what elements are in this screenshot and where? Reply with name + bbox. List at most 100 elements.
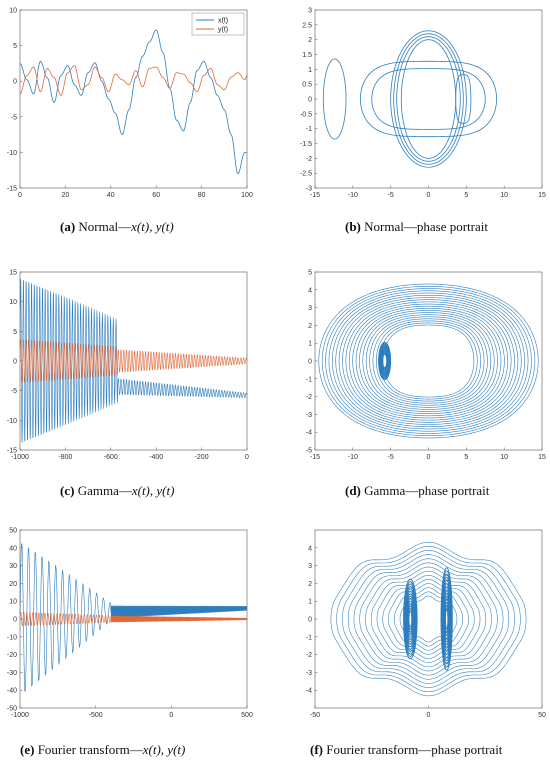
chart-b: -15 -10 -5 0 5 10 15 -3 -2.5 -2 -1.5 -1 -0.5 0 0.5 1 1.5… [300,8,546,200]
orbit-curve [353,558,504,680]
y-tick-label: 20 [9,581,17,588]
y-tick-label: -2 [306,652,312,659]
chart-a: 0 20 40 60 80 100 -15 -10 -5 0 5 10 x(t) y(t) [7,8,253,200]
orbit-curve [348,303,509,419]
orbit-curve [332,292,525,430]
x-tick-label: 0 [245,454,249,461]
y-tick-label: 1 [308,599,312,606]
y-tick-label: 1 [308,67,312,74]
y-tick-label: 2 [308,323,312,330]
orbit-curve [455,74,472,124]
y-tick-label: -4 [306,688,312,695]
y-tick-label: -0.5 [300,111,312,118]
x-tick-label: 5 [464,454,468,461]
y-tick-label: 2 [308,37,312,44]
axes-frame-a [19,9,248,189]
x-tick-label: 0 [427,712,431,719]
orbit-curve [376,574,481,664]
axes-frame-f [314,529,543,709]
y-tick-label: -2 [306,156,312,163]
y-tick-label: -15 [7,186,17,193]
x-tick-label: -10 [348,454,358,461]
y-tick-label: -10 [7,634,17,641]
x-tick-label: -15 [310,192,320,199]
y-tick-label: 0 [308,617,312,624]
y-tick-label: 3 [308,563,312,570]
spiral-curve [445,608,449,630]
y-tick-label: 30 [9,563,17,570]
caption-b: (b) Normal—phase portrait [345,219,488,234]
x-tick-label: -800 [58,454,72,461]
x-tick-label: 0 [427,192,431,199]
plot-area-c [20,279,247,443]
y-tick-label: 50 [9,528,17,535]
x-tick-label: -50 [310,712,320,719]
orbit-curve [321,286,536,436]
series-yt [20,611,247,626]
chart-f: -50 0 50 -4 -3 -2 -1 0 1 2 3 4 [306,529,546,719]
orbit-curve [372,318,485,404]
orbit-curve [342,550,515,688]
y-tick-label: -20 [7,652,17,659]
x-tick-label: 20 [62,192,70,199]
x-tick-label: 500 [241,712,253,719]
orbit-curve [335,294,522,428]
x-tick-label: 0 [169,712,173,719]
plot-area-e [20,543,247,692]
y-tick-label: 2.5 [302,22,312,29]
y-tick-label: -40 [7,688,17,695]
x-tick-label: 5 [464,192,468,199]
plot-area-b [322,30,497,168]
orbit-curve [379,322,478,400]
spiral-curve [440,567,453,671]
y-tick-label: 10 [9,599,17,606]
y-tick-label: 1.5 [302,52,312,59]
caption-a: (a) Normal—x(t), y(t) [60,219,174,234]
x-tick-label: -15 [310,454,320,461]
orbit-curve [359,310,498,412]
y-tick-label: -15 [7,448,17,455]
x-tick-label: 0 [18,192,22,199]
orbit-curve [390,30,467,168]
y-tick-label: -5 [306,448,312,455]
y-tick-label: -1.5 [300,141,312,148]
y-tick-label: 0 [13,79,17,86]
spiral-curve [378,341,392,381]
orbit-curve [370,570,487,668]
x-tick-label: 10 [500,454,508,461]
chart-c: -1000 -800 -600 -400 -200 0 -15 -10 -5 0 5 10 15 [7,270,249,462]
x-tick-label: 15 [538,454,546,461]
y-tick-label: -4 [306,430,312,437]
orbit-curve [322,58,347,140]
caption-f: (f) Fourier transform—phase portrait [310,742,503,757]
y-tick-label: 10 [9,299,17,306]
x-tick-label: -400 [149,454,163,461]
y-tick-label: -5 [11,114,17,121]
orbit-curve [345,301,512,421]
plot-area-f [330,541,527,697]
orbit-curve [382,324,475,398]
orbit-curve [342,299,515,423]
y-tick-label: 1 [308,341,312,348]
orbit-curve [382,579,475,659]
y-tick-label: -3 [306,670,312,677]
legend-label: x(t) [218,18,228,25]
y-tick-label: 4 [308,287,312,294]
x-tick-label: -5 [388,192,394,199]
plot-area-a [20,29,247,175]
x-tick-label: -1000 [11,712,29,719]
orbit-curve [359,562,498,676]
y-tick-label: 15 [9,270,17,277]
legend-label: y(t) [218,27,228,34]
orbit-curve [336,545,521,693]
y-tick-label: 0 [308,97,312,104]
y-tick-label: 3 [308,305,312,312]
x-tick-label: 40 [107,192,115,199]
y-tick-label: 0.5 [302,82,312,89]
y-tick-label: -10 [7,418,17,425]
spiral-curve [408,610,413,628]
orbit-curve [360,60,497,138]
orbit-curve [362,312,495,410]
